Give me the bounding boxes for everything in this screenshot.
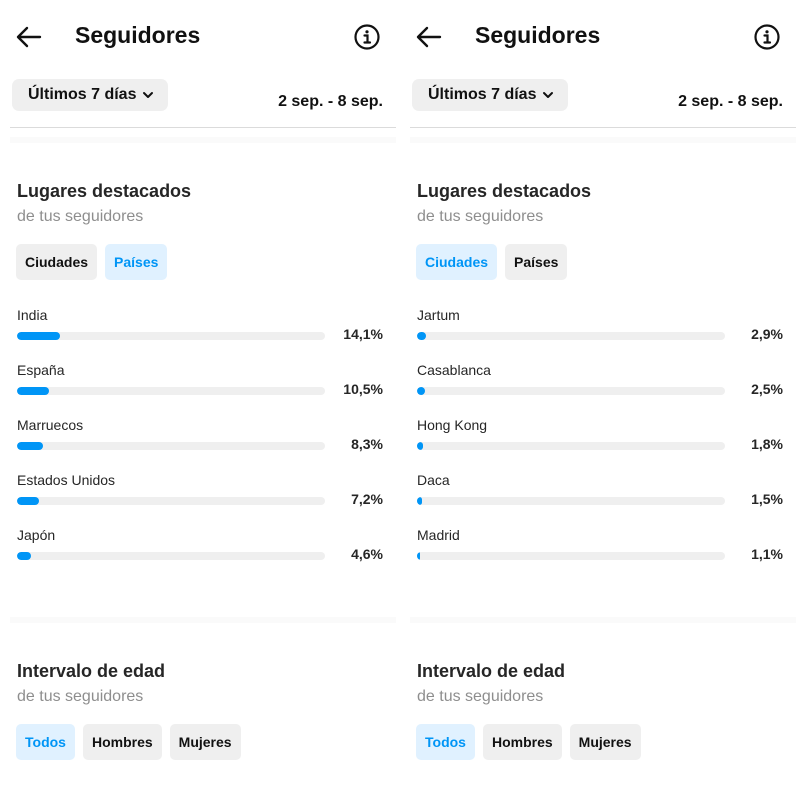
progress-fill [17, 497, 40, 505]
location-name: Madrid [417, 527, 460, 543]
location-percentage: 4,6% [351, 546, 383, 562]
age-range-title: Intervalo de edad [17, 661, 166, 681]
age-range-subtitle: de tus seguidores [17, 688, 144, 705]
tab-countries[interactable]: Países [105, 244, 168, 280]
age-range-title: Intervalo de edad [417, 661, 566, 681]
date-range-dropdown[interactable]: Últimos 7 días [12, 79, 169, 111]
section-separator [10, 617, 396, 623]
page-title: Seguidores [75, 22, 201, 48]
location-percentage: 2,5% [751, 381, 783, 397]
info-icon[interactable] [353, 23, 381, 51]
tab-men[interactable]: Hombres [482, 724, 562, 760]
location-name: España [17, 362, 65, 378]
location-name: India [17, 307, 48, 323]
date-range-text: 2 sep. - 8 sep. [678, 93, 783, 110]
locations-list: Jartum 2,9% Casablanca 2,5% Hong Kong 1,8% Dac… [417, 307, 783, 582]
location-percentage: 1,5% [751, 491, 783, 507]
progress-track [417, 442, 725, 450]
location-row: Casablanca 2,5% [417, 362, 783, 417]
tab-all[interactable]: Todos [416, 724, 475, 760]
section-separator [410, 137, 796, 143]
page-title: Seguidores [475, 22, 601, 48]
top-bar: Seguidores [0, 0, 400, 72]
progress-fill [17, 387, 50, 395]
location-name: Daca [417, 472, 450, 488]
location-percentage: 1,1% [751, 546, 783, 562]
progress-fill [417, 497, 422, 505]
date-range-label: Últimos 7 días [428, 86, 537, 103]
top-locations-title: Lugares destacados [417, 181, 592, 201]
location-percentage: 8,3% [351, 436, 383, 452]
progress-track [17, 332, 325, 340]
location-filter-tabs: Ciudades Países [16, 244, 168, 280]
location-name: Casablanca [417, 362, 491, 378]
location-percentage: 10,5% [343, 381, 383, 397]
location-row: Madrid 1,1% [417, 527, 783, 582]
location-row: India 14,1% [17, 307, 383, 362]
location-row: Daca 1,5% [417, 472, 783, 527]
date-range-dropdown[interactable]: Últimos 7 días [412, 79, 569, 111]
location-row: Marruecos 8,3% [17, 417, 383, 472]
top-bar: Seguidores [400, 0, 800, 72]
gender-filter-tabs: Todos Hombres Mujeres [16, 724, 241, 760]
arrow-left-icon[interactable] [14, 22, 44, 52]
progress-fill [417, 442, 423, 450]
progress-fill [417, 387, 425, 395]
location-row: España 10,5% [17, 362, 383, 417]
divider [10, 127, 396, 128]
age-range-subtitle: de tus seguidores [417, 688, 544, 705]
followers-panel-cities: Seguidores Últimos 7 días 2 sep. - 8 sep… [400, 0, 800, 800]
top-locations-subtitle: de tus seguidores [417, 208, 544, 225]
progress-track [417, 387, 725, 395]
location-name: Japón [17, 527, 56, 543]
location-percentage: 1,8% [751, 436, 783, 452]
location-row: Estados Unidos 7,2% [17, 472, 383, 527]
gender-filter-tabs: Todos Hombres Mujeres [416, 724, 641, 760]
tab-men[interactable]: Hombres [82, 724, 162, 760]
location-percentage: 2,9% [751, 326, 783, 342]
progress-track [17, 552, 325, 560]
chevron-down-icon [143, 92, 154, 98]
progress-track [417, 332, 725, 340]
progress-fill [17, 442, 43, 450]
progress-track [417, 497, 725, 505]
top-locations-subtitle: de tus seguidores [17, 208, 144, 225]
location-name: Hong Kong [417, 417, 488, 433]
section-separator [10, 137, 396, 143]
top-locations-title: Lugares destacados [17, 181, 192, 201]
location-percentage: 7,2% [351, 491, 383, 507]
followers-panel-countries: Seguidores Últimos 7 días 2 sep. - 8 sep… [0, 0, 400, 760]
section-separator [410, 617, 796, 623]
progress-fill [17, 552, 32, 560]
date-range-label: Últimos 7 días [28, 86, 137, 103]
tab-all[interactable]: Todos [16, 724, 75, 760]
arrow-left-icon[interactable] [414, 22, 444, 52]
progress-track [417, 552, 725, 560]
chevron-down-icon [543, 92, 554, 98]
divider [410, 127, 796, 128]
tab-cities[interactable]: Ciudades [16, 244, 98, 280]
locations-list: India 14,1% España 10,5% Marruecos 8,3% Estado… [17, 307, 383, 582]
progress-track [17, 442, 325, 450]
tab-cities[interactable]: Ciudades [416, 244, 498, 280]
location-name: Jartum [417, 307, 460, 323]
info-icon[interactable] [753, 23, 781, 51]
location-row: Hong Kong 1,8% [417, 417, 783, 472]
location-filter-tabs: Ciudades Países [416, 244, 568, 280]
progress-track [17, 387, 325, 395]
progress-fill [17, 332, 61, 340]
date-range-text: 2 sep. - 8 sep. [278, 93, 383, 110]
location-row: Japón 4,6% [17, 527, 383, 582]
location-row: Jartum 2,9% [417, 307, 783, 362]
progress-track [17, 497, 325, 505]
progress-fill [417, 332, 426, 340]
tab-countries[interactable]: Países [505, 244, 568, 280]
progress-fill [417, 552, 421, 560]
location-name: Estados Unidos [17, 472, 116, 488]
location-percentage: 14,1% [343, 326, 383, 342]
location-name: Marruecos [17, 417, 84, 433]
tab-women[interactable]: Mujeres [569, 724, 641, 760]
tab-women[interactable]: Mujeres [169, 724, 241, 760]
